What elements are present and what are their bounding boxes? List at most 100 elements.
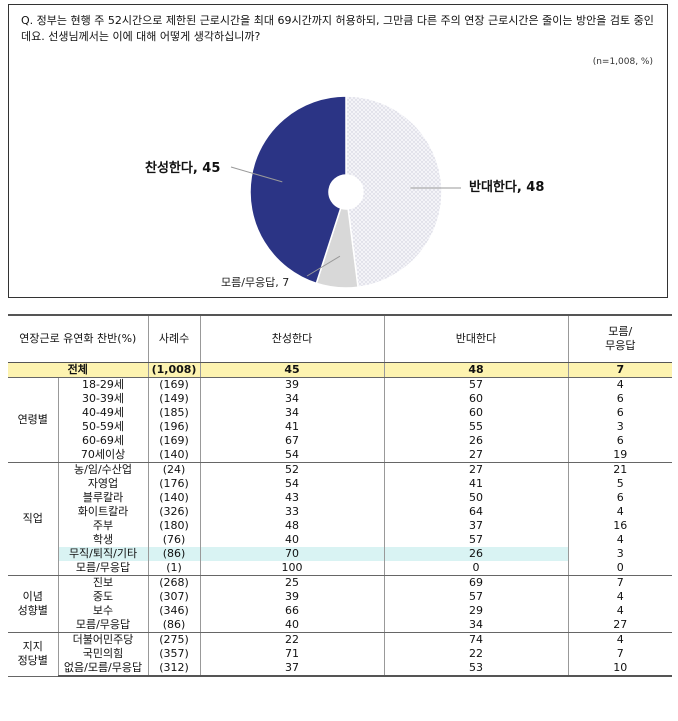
table-row: 모름/무응답 (86) 40 34 27	[8, 618, 673, 633]
row-oppose: 37	[384, 519, 569, 533]
row-oppose: 50	[384, 491, 569, 505]
row-favor: 39	[200, 590, 385, 604]
row-favor: 71	[200, 647, 385, 661]
table-row: 학생 (76) 40 57 4	[8, 533, 672, 547]
row-unknown: 3	[616, 420, 624, 433]
table-row: 국민의힘 (357) 71 22 7	[8, 647, 672, 661]
row-n: (268)	[148, 575, 201, 590]
header-cell: 모름/무응답	[567, 314, 673, 363]
row-label: 보수	[58, 604, 149, 618]
row-n: (357)	[148, 647, 201, 661]
row-n: (86)	[148, 547, 201, 561]
row-n: (86)	[148, 618, 201, 633]
row-oppose: 57	[384, 533, 569, 547]
row-favor: 40	[200, 533, 385, 547]
header-cell: 사례수	[147, 314, 201, 363]
row-n: (346)	[148, 604, 201, 618]
row-oppose: 22	[384, 647, 569, 661]
row-oppose: 60	[384, 406, 569, 420]
results-table: 연장근로 유연화 찬반(%) 사례수 찬성한다 반대한다 모름/무응답 전체 (1,008…	[8, 314, 673, 677]
row-unknown: 4	[616, 505, 624, 518]
row-n: (185)	[148, 406, 201, 420]
row-favor: 54	[200, 448, 385, 463]
slice-favor	[249, 95, 347, 285]
row-unknown: 6	[616, 491, 624, 504]
row-n: (1)	[148, 561, 201, 576]
question-text: Q. 정부는 현행 주 52시간으로 제한된 근로시간을 최대 69시간까지 허…	[21, 14, 654, 43]
leader-favor	[230, 166, 283, 183]
row-n: (312)	[148, 661, 201, 677]
row-oppose: 60	[384, 392, 569, 406]
row-favor: 22	[200, 632, 385, 647]
row-unknown: 10	[568, 661, 673, 677]
row-favor: 37	[200, 661, 385, 677]
row-n: (176)	[148, 477, 201, 491]
row-unknown: 7	[616, 576, 624, 589]
row-label: 30-39세	[58, 392, 149, 406]
row-oppose: 0	[384, 561, 569, 576]
row-label: 모름/무응답	[58, 618, 149, 633]
row-favor: 100	[200, 561, 385, 576]
group-label: 이념 성향별	[8, 575, 59, 633]
table-row: 보수 (346) 66 29 4	[8, 604, 672, 618]
row-oppose: 64	[384, 505, 569, 519]
row-favor: 40	[200, 618, 385, 633]
row-favor: 66	[200, 604, 385, 618]
row-unknown: 6	[616, 392, 624, 405]
row-oppose: 57	[384, 590, 569, 604]
row-n: (169)	[148, 377, 201, 392]
table-row: 40-49세 (185) 34 60 6	[8, 406, 672, 420]
row-oppose: 27	[384, 462, 569, 477]
total-row: 전체 (1,008) 45 48 7	[8, 362, 673, 378]
group-label: 연령별	[8, 377, 59, 463]
row-label: 국민의힘	[58, 647, 149, 661]
table-row: 직업 농/임/수산업 (24) 52 27 21	[8, 462, 672, 576]
row-label: 무직/퇴직/기타	[58, 547, 149, 561]
row-label: 18-29세	[58, 377, 149, 392]
row-oppose: 26	[384, 434, 569, 448]
row-label: 농/임/수산업	[58, 462, 149, 477]
row-unknown: 4	[616, 378, 624, 391]
row-n: (180)	[148, 519, 201, 533]
table-row: 연령별 18-29세 (169) 39 57 4	[8, 377, 672, 463]
row-label: 화이트칼라	[58, 505, 149, 519]
table-row: 이념 성향별 진보 (268) 25 69 7	[8, 575, 672, 633]
row-unknown: 7	[616, 647, 624, 660]
row-oppose: 57	[384, 377, 569, 392]
row-unknown: 5	[616, 477, 624, 490]
label-oppose: 반대한다, 48	[469, 179, 544, 195]
row-oppose: 74	[384, 632, 569, 647]
row-n: (149)	[148, 392, 201, 406]
group-label: 지지 정당별	[8, 632, 59, 677]
row-n: (169)	[148, 434, 201, 448]
row-unknown: 19	[568, 448, 673, 463]
row-favor: 67	[200, 434, 385, 448]
row-unknown: 0	[568, 561, 673, 576]
row-label: 학생	[58, 533, 149, 547]
row-unknown: 4	[616, 590, 624, 603]
row-n: (140)	[148, 491, 201, 505]
row-label: 없음/모름/무응답	[58, 661, 149, 677]
row-n: (196)	[148, 420, 201, 434]
table-row: 지지 정당별 더불어민주당 (275) 22 74 4	[8, 632, 672, 677]
row-oppose: 69	[384, 575, 569, 590]
row-favor: 48	[200, 519, 385, 533]
row-n: (24)	[148, 462, 201, 477]
header-cell: 찬성한다	[199, 314, 385, 363]
row-label: 진보	[58, 575, 149, 590]
row-unknown: 4	[616, 604, 624, 617]
row-oppose: 55	[384, 420, 569, 434]
row-label: 40-49세	[58, 406, 149, 420]
table-row: 화이트칼라 (326) 33 64 4	[8, 505, 672, 519]
row-n: (275)	[148, 632, 201, 647]
row-favor: 45	[200, 362, 385, 378]
row-unknown: 4	[616, 533, 624, 546]
row-unknown: 27	[568, 618, 673, 633]
row-favor: 25	[200, 575, 385, 590]
row-unknown: 16	[613, 519, 628, 532]
row-label: 전체	[8, 362, 149, 378]
table-row: 블루칼라 (140) 43 50 6	[8, 491, 672, 505]
table-row: 없음/모름/무응답 (312) 37 53 10	[8, 661, 673, 677]
row-favor: 70	[200, 547, 385, 561]
row-oppose: 53	[384, 661, 569, 677]
